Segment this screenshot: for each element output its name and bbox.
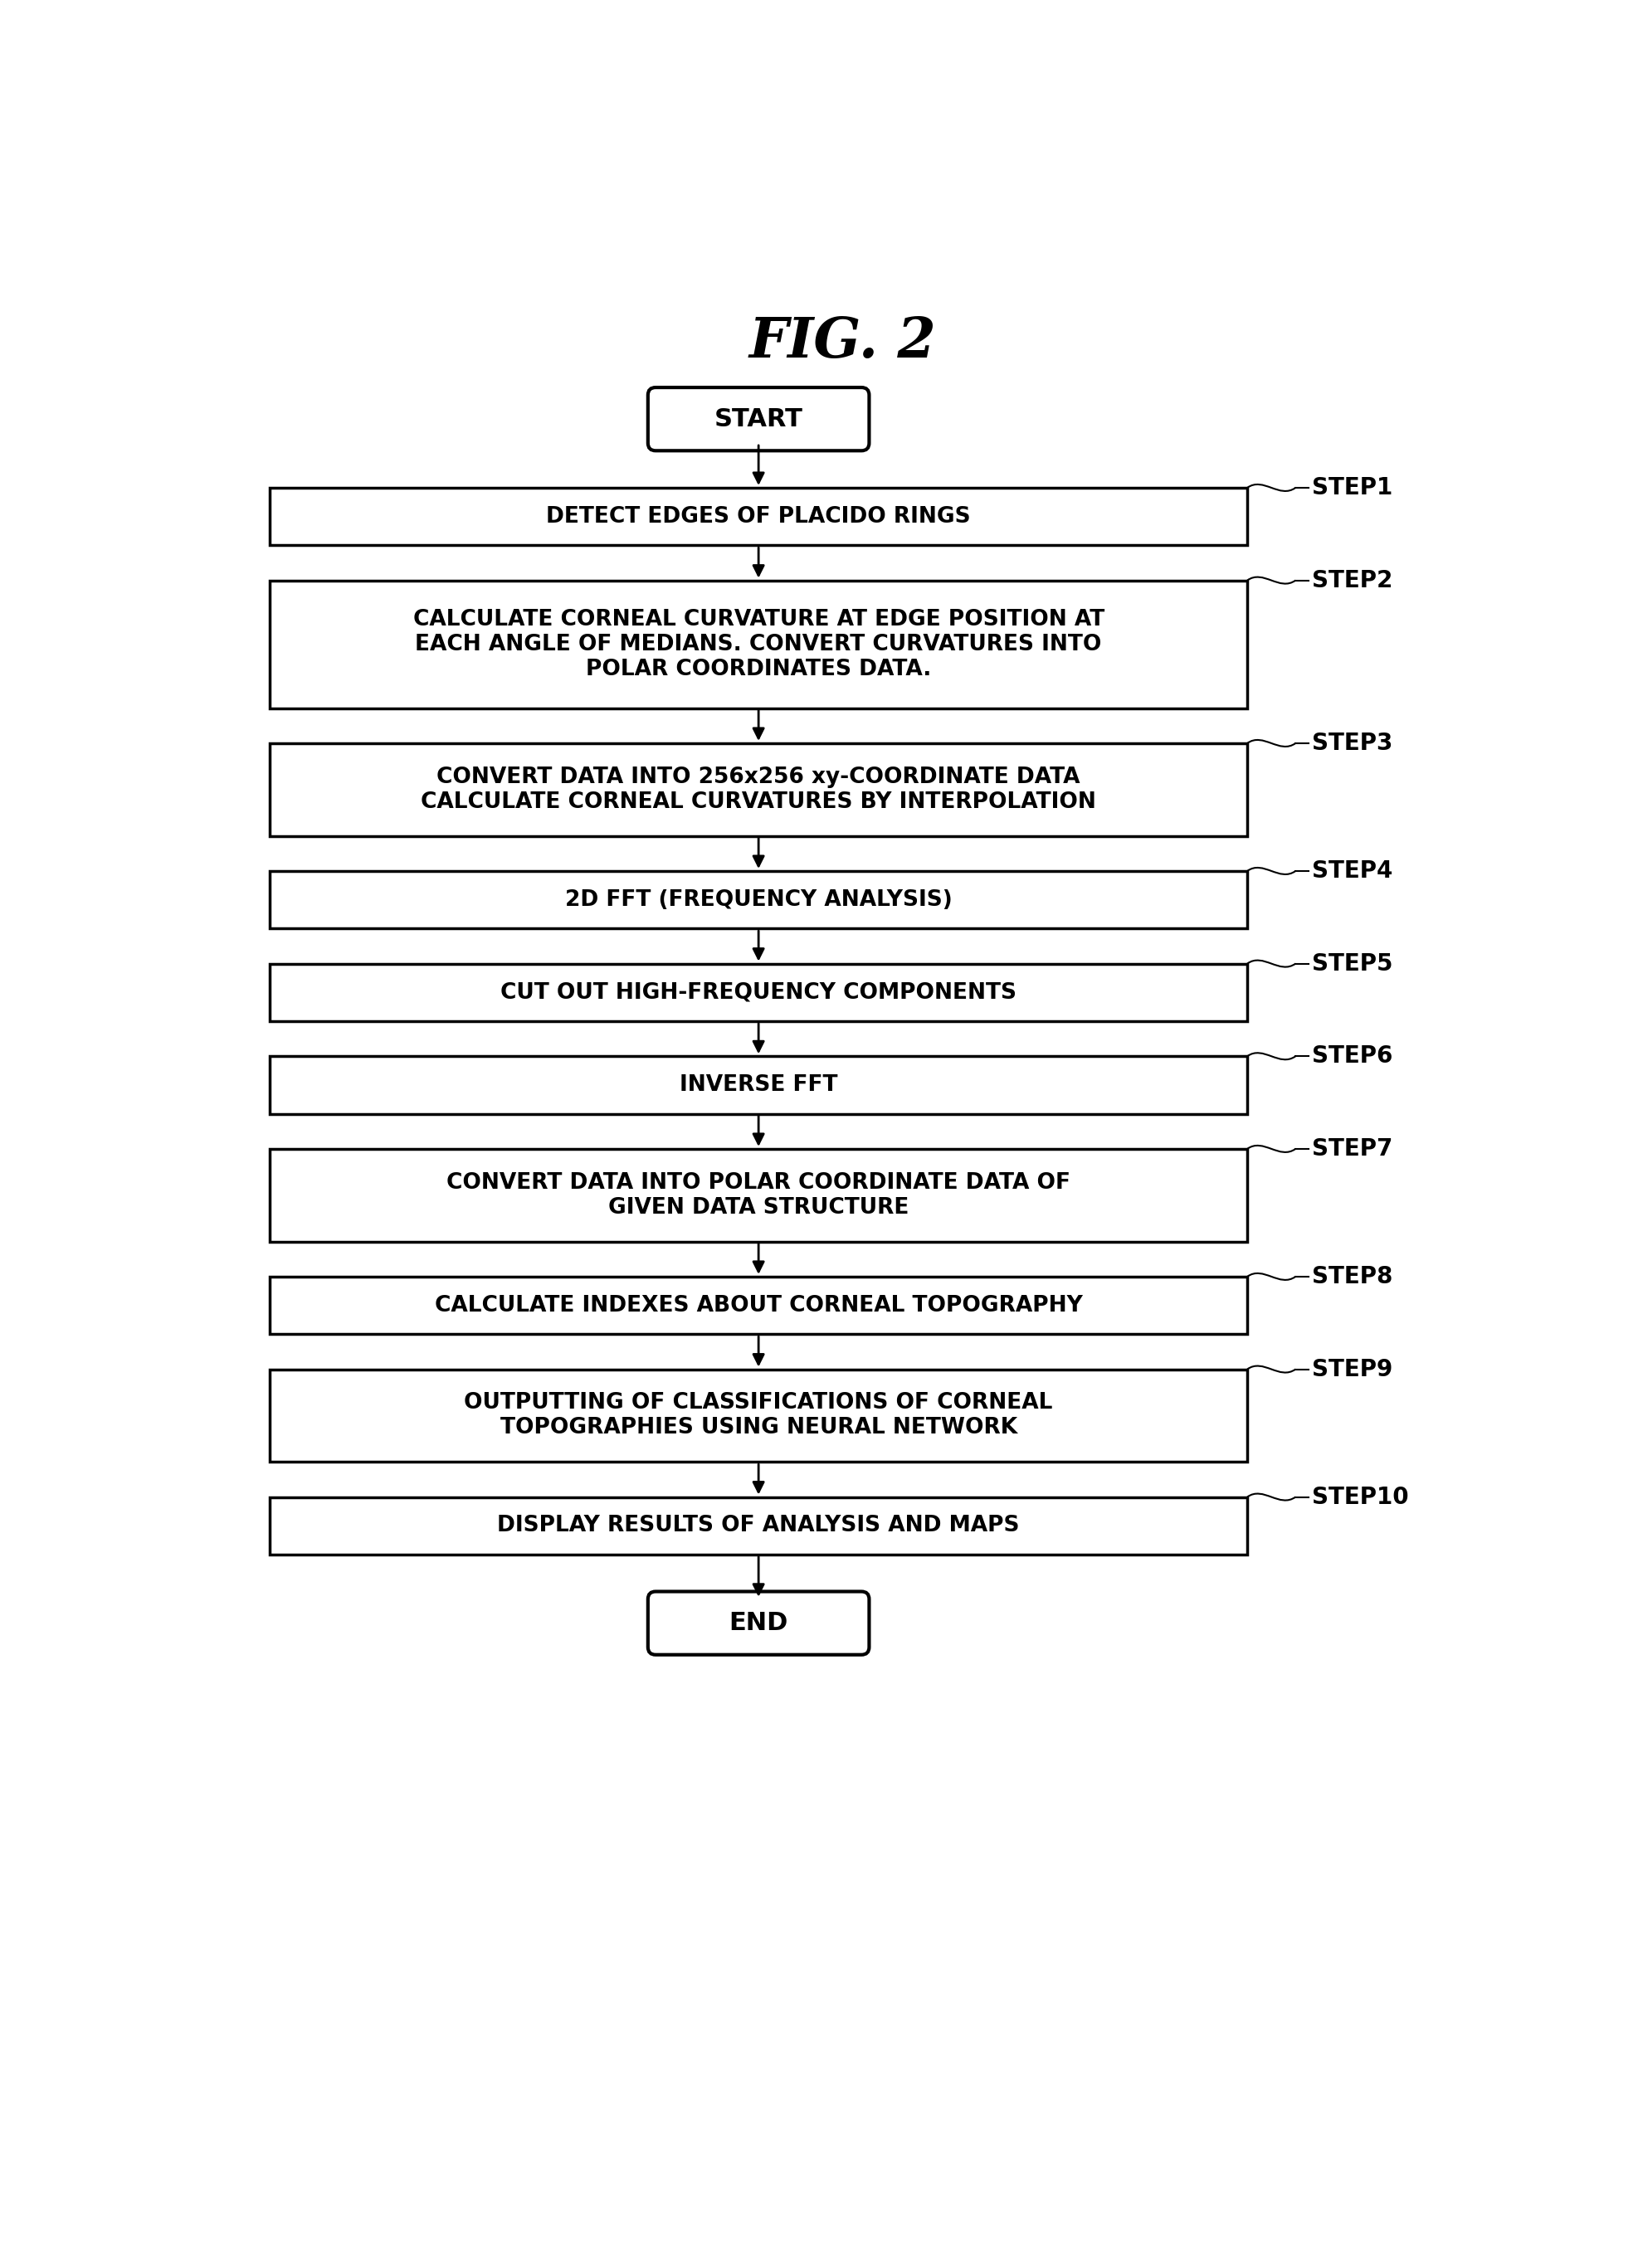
Text: CONVERT DATA INTO 256x256 xy-COORDINATE DATA
CALCULATE CORNEAL CURVATURES BY INT: CONVERT DATA INTO 256x256 xy-COORDINATE … bbox=[421, 767, 1096, 812]
FancyBboxPatch shape bbox=[647, 1592, 869, 1656]
Text: CONVERT DATA INTO POLAR COORDINATE DATA OF
GIVEN DATA STRUCTURE: CONVERT DATA INTO POLAR COORDINATE DATA … bbox=[447, 1173, 1070, 1218]
Text: START: START bbox=[713, 406, 802, 431]
Text: CALCULATE INDEXES ABOUT CORNEAL TOPOGRAPHY: CALCULATE INDEXES ABOUT CORNEAL TOPOGRAP… bbox=[434, 1295, 1083, 1315]
Bar bbox=[269, 871, 1247, 928]
Text: STEP8: STEP8 bbox=[1311, 1266, 1392, 1288]
Bar bbox=[269, 581, 1247, 708]
Text: DISPLAY RESULTS OF ANALYSIS AND MAPS: DISPLAY RESULTS OF ANALYSIS AND MAPS bbox=[498, 1515, 1019, 1535]
Text: STEP4: STEP4 bbox=[1311, 860, 1392, 882]
Text: STEP2: STEP2 bbox=[1311, 569, 1392, 592]
Bar bbox=[269, 1150, 1247, 1241]
Text: STEP9: STEP9 bbox=[1311, 1359, 1392, 1381]
Text: FIG. 2: FIG. 2 bbox=[749, 315, 935, 370]
Bar bbox=[269, 1057, 1247, 1114]
Text: STEP6: STEP6 bbox=[1311, 1046, 1392, 1068]
Text: 2D FFT (FREQUENCY ANALYSIS): 2D FFT (FREQUENCY ANALYSIS) bbox=[565, 889, 951, 909]
Bar bbox=[269, 1277, 1247, 1334]
Text: STEP10: STEP10 bbox=[1311, 1486, 1408, 1508]
Bar bbox=[269, 964, 1247, 1021]
Bar bbox=[269, 1497, 1247, 1554]
Bar bbox=[269, 744, 1247, 837]
Text: CUT OUT HIGH-FREQUENCY COMPONENTS: CUT OUT HIGH-FREQUENCY COMPONENTS bbox=[499, 982, 1015, 1002]
Bar bbox=[269, 1370, 1247, 1463]
Text: END: END bbox=[728, 1610, 787, 1635]
Text: OUTPUTTING OF CLASSIFICATIONS OF CORNEAL
TOPOGRAPHIES USING NEURAL NETWORK: OUTPUTTING OF CLASSIFICATIONS OF CORNEAL… bbox=[463, 1393, 1052, 1438]
Text: INVERSE FFT: INVERSE FFT bbox=[679, 1075, 838, 1095]
Bar bbox=[269, 488, 1247, 544]
FancyBboxPatch shape bbox=[647, 388, 869, 451]
Text: DETECT EDGES OF PLACIDO RINGS: DETECT EDGES OF PLACIDO RINGS bbox=[545, 506, 971, 526]
Text: CALCULATE CORNEAL CURVATURE AT EDGE POSITION AT
EACH ANGLE OF MEDIANS. CONVERT C: CALCULATE CORNEAL CURVATURE AT EDGE POSI… bbox=[412, 608, 1104, 680]
Text: STEP5: STEP5 bbox=[1311, 953, 1392, 975]
Text: STEP7: STEP7 bbox=[1311, 1136, 1392, 1161]
Text: STEP1: STEP1 bbox=[1311, 476, 1392, 499]
Text: STEP3: STEP3 bbox=[1311, 733, 1392, 755]
